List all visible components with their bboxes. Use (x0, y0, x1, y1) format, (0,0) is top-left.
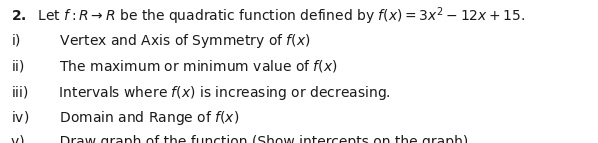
Text: iv)       Domain and Range of $f(x)$: iv) Domain and Range of $f(x)$ (11, 109, 239, 127)
Text: $\mathbf{2.}$  Let $f: R \rightarrow R$ be the quadratic function defined by $f(: $\mathbf{2.}$ Let $f: R \rightarrow R$ b… (11, 6, 525, 27)
Text: v)        Draw graph of the function (Show intercepts on the graph): v) Draw graph of the function (Show inte… (11, 135, 468, 143)
Text: i)         Vertex and Axis of Symmetry of $f(x)$: i) Vertex and Axis of Symmetry of $f(x)$ (11, 32, 310, 50)
Text: iii)       Intervals where $f(x)$ is increasing or decreasing.: iii) Intervals where $f(x)$ is increasin… (11, 84, 390, 102)
Text: ii)        The maximum or minimum value of $f(x)$: ii) The maximum or minimum value of $f(x… (11, 58, 337, 74)
